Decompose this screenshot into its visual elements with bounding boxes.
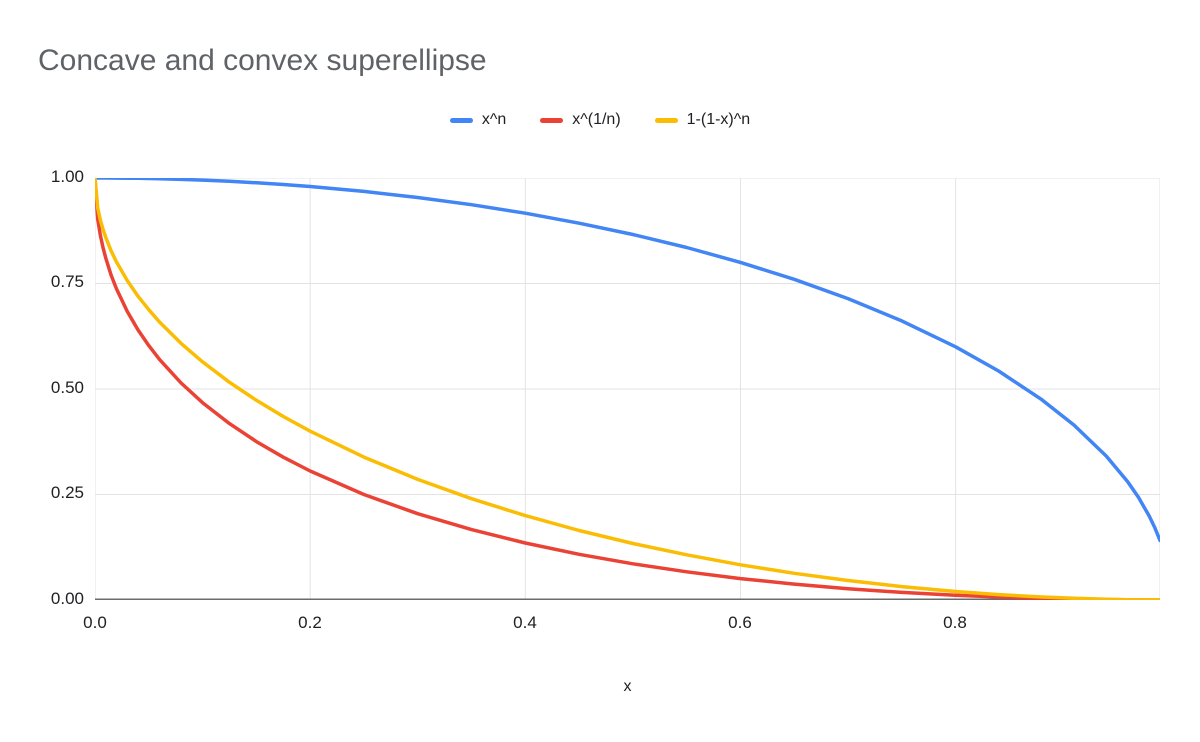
legend: x^n x^(1/n) 1-(1-x)^n (0, 111, 1200, 129)
x-axis-tick-label: 0.6 (728, 613, 752, 632)
legend-swatch-icon (449, 117, 473, 123)
series-line-2 (95, 178, 1160, 600)
y-axis-tick-label: 1.00 (50, 167, 84, 186)
y-axis-tick-label: 0.75 (50, 272, 84, 291)
series-line-1 (95, 178, 1160, 600)
legend-label: x^(1/n) (572, 111, 621, 128)
series-line-0 (95, 178, 1160, 543)
legend-label: x^n (481, 111, 507, 128)
legend-swatch-icon (654, 117, 678, 123)
x-axis-title: x (623, 678, 632, 695)
legend-item-series-1[interactable]: x^(1/n) (540, 111, 621, 129)
legend-item-series-2[interactable]: 1-(1-x)^n (654, 111, 751, 129)
x-axis-tick-label: 0.0 (83, 613, 107, 632)
x-axis-tick-label: 0.8 (943, 613, 967, 632)
legend-swatch-icon (540, 117, 564, 123)
y-axis-tick-label: 0.00 (50, 589, 84, 608)
legend-label: 1-(1-x)^n (686, 111, 751, 128)
x-axis-tick-label: 0.2 (298, 613, 322, 632)
y-axis-tick-label: 0.25 (50, 483, 84, 502)
legend-item-series-0[interactable]: x^n (449, 111, 507, 129)
y-axis-tick-label: 0.50 (50, 378, 84, 397)
plot-area (95, 178, 1160, 600)
chart-title: Concave and convex superellipse (38, 44, 487, 77)
x-axis-tick-label: 0.4 (513, 613, 537, 632)
